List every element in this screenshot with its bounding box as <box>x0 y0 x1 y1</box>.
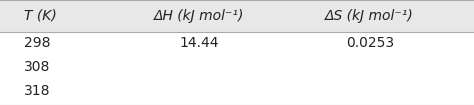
Text: 298: 298 <box>24 36 50 50</box>
Text: ΔH (kJ mol⁻¹): ΔH (kJ mol⁻¹) <box>154 9 244 23</box>
Text: 0.0253: 0.0253 <box>346 36 394 50</box>
Text: 318: 318 <box>24 84 50 98</box>
Text: T (K): T (K) <box>24 9 56 23</box>
FancyBboxPatch shape <box>0 0 474 32</box>
Text: ΔS (kJ mol⁻¹): ΔS (kJ mol⁻¹) <box>325 9 414 23</box>
Text: 14.44: 14.44 <box>179 36 219 50</box>
Text: 308: 308 <box>24 60 50 74</box>
